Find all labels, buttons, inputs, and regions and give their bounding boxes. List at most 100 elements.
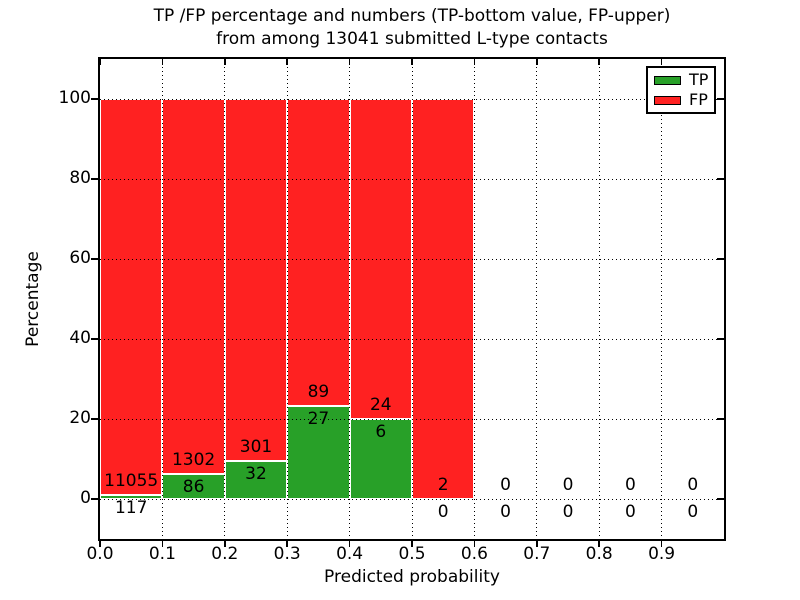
horizontal-gridline bbox=[100, 338, 724, 340]
y-tick-mark bbox=[91, 498, 98, 500]
chart-title: TP /FP percentage and numbers (TP-bottom… bbox=[100, 5, 724, 51]
x-tick-mark-top bbox=[348, 59, 351, 65]
fp-count-label: 0 bbox=[687, 475, 699, 495]
vertical-gridline bbox=[224, 59, 226, 539]
x-tick-mark-top bbox=[660, 59, 663, 65]
tp-count-label: 0 bbox=[437, 502, 449, 522]
y-tick-mark-right bbox=[717, 418, 724, 420]
horizontal-gridline bbox=[100, 498, 724, 500]
fp-count-label: 0 bbox=[500, 475, 512, 495]
bar-fp-segment bbox=[100, 99, 163, 495]
horizontal-gridline bbox=[100, 178, 724, 180]
fp-count-label: 301 bbox=[239, 436, 273, 457]
plot-area bbox=[98, 57, 726, 541]
y-tick-mark bbox=[91, 178, 98, 180]
x-tick-mark-top bbox=[99, 59, 101, 65]
x-tick-mark bbox=[286, 541, 288, 547]
y-tick-label: 60 bbox=[69, 248, 91, 268]
tp-count-label: 6 bbox=[375, 422, 387, 442]
x-tick-label: 0.6 bbox=[460, 544, 488, 564]
y-tick-label: 40 bbox=[69, 328, 91, 348]
x-tick-label: 0.0 bbox=[86, 544, 114, 564]
x-tick-mark-top bbox=[286, 59, 288, 65]
x-tick-mark bbox=[348, 541, 351, 547]
y-tick-label: 100 bbox=[58, 88, 91, 108]
tp-count-label: 0 bbox=[562, 502, 574, 522]
x-tick-label: 0.9 bbox=[648, 544, 676, 564]
x-tick-mark-top bbox=[224, 59, 226, 65]
tp-count-label: 0 bbox=[687, 502, 699, 522]
y-tick-label: 80 bbox=[69, 168, 91, 188]
chart-title-line2: from among 13041 submitted L-type contac… bbox=[216, 29, 608, 49]
bar-tp-segment bbox=[349, 419, 412, 499]
y-tick-mark-right bbox=[717, 258, 724, 260]
x-tick-mark bbox=[411, 541, 413, 547]
x-tick-label: 0.4 bbox=[336, 544, 364, 564]
bar-tp-segment bbox=[224, 460, 288, 499]
vertical-gridline bbox=[349, 59, 351, 539]
tp-count-label: 117 bbox=[114, 497, 148, 518]
fp-count-label: 89 bbox=[307, 381, 330, 402]
tp-count-label: 27 bbox=[307, 408, 330, 429]
bar-fp-segment bbox=[287, 99, 350, 406]
fp-swatch-icon bbox=[654, 95, 681, 105]
x-tick-mark bbox=[660, 541, 663, 547]
horizontal-gridline bbox=[100, 258, 724, 260]
legend: TP FP bbox=[646, 66, 716, 114]
y-tick-mark bbox=[91, 418, 98, 420]
x-tick-mark-top bbox=[161, 59, 164, 65]
legend-entry-fp: FP bbox=[654, 92, 708, 108]
y-tick-label: 20 bbox=[69, 408, 91, 428]
vertical-gridline bbox=[536, 59, 538, 539]
x-tick-mark bbox=[598, 541, 600, 547]
x-tick-label: 0.8 bbox=[585, 544, 613, 564]
legend-label-tp: TP bbox=[689, 70, 709, 89]
fp-count-label: 24 bbox=[369, 395, 392, 415]
bar-fp-segment bbox=[224, 99, 288, 461]
chart-title-line1: TP /FP percentage and numbers (TP-bottom… bbox=[153, 6, 671, 26]
bar-tp-segment bbox=[100, 494, 163, 499]
y-tick-mark-right bbox=[717, 338, 724, 340]
bar-tp-segment bbox=[162, 474, 225, 499]
x-tick-label: 0.7 bbox=[523, 544, 551, 564]
y-tick-mark-right bbox=[717, 178, 724, 180]
x-tick-mark bbox=[473, 541, 476, 547]
x-tick-mark-top bbox=[411, 59, 413, 65]
x-tick-mark bbox=[161, 541, 164, 547]
legend-label-fp: FP bbox=[689, 90, 708, 109]
fp-count-label: 2 bbox=[437, 475, 449, 495]
tp-count-label: 0 bbox=[624, 502, 636, 522]
horizontal-gridline bbox=[100, 418, 724, 420]
bar-fp-segment bbox=[412, 99, 475, 499]
x-tick-mark bbox=[536, 541, 538, 547]
x-tick-mark-top bbox=[473, 59, 476, 65]
x-tick-label: 0.1 bbox=[148, 544, 176, 564]
fp-count-label: 1302 bbox=[171, 450, 216, 471]
vertical-gridline bbox=[598, 59, 600, 539]
bar-tp-segment bbox=[287, 405, 350, 499]
y-tick-mark-right bbox=[717, 498, 724, 500]
x-tick-mark bbox=[99, 541, 101, 547]
vertical-gridline bbox=[286, 59, 288, 539]
y-tick-label: 0 bbox=[80, 488, 91, 508]
bar-fp-segment bbox=[162, 99, 225, 475]
fp-count-label: 11055 bbox=[104, 470, 159, 491]
x-tick-label: 0.5 bbox=[398, 544, 426, 564]
vertical-gridline bbox=[661, 59, 663, 539]
x-tick-mark-top bbox=[536, 59, 538, 65]
tp-swatch-icon bbox=[654, 75, 681, 85]
legend-entry-tp: TP bbox=[654, 72, 708, 88]
x-axis-label: Predicted probability bbox=[324, 567, 500, 587]
vertical-gridline bbox=[473, 59, 475, 539]
tp-count-label: 0 bbox=[500, 502, 512, 522]
y-tick-mark bbox=[91, 98, 98, 100]
y-tick-mark-right bbox=[717, 98, 724, 100]
x-tick-label: 0.3 bbox=[273, 544, 301, 564]
y-tick-mark bbox=[91, 338, 98, 340]
x-tick-label: 0.2 bbox=[211, 544, 239, 564]
fp-count-label: 0 bbox=[624, 475, 636, 495]
tp-count-label: 32 bbox=[245, 463, 267, 484]
fp-count-label: 0 bbox=[562, 475, 574, 495]
tp-count-label: 86 bbox=[182, 477, 205, 498]
